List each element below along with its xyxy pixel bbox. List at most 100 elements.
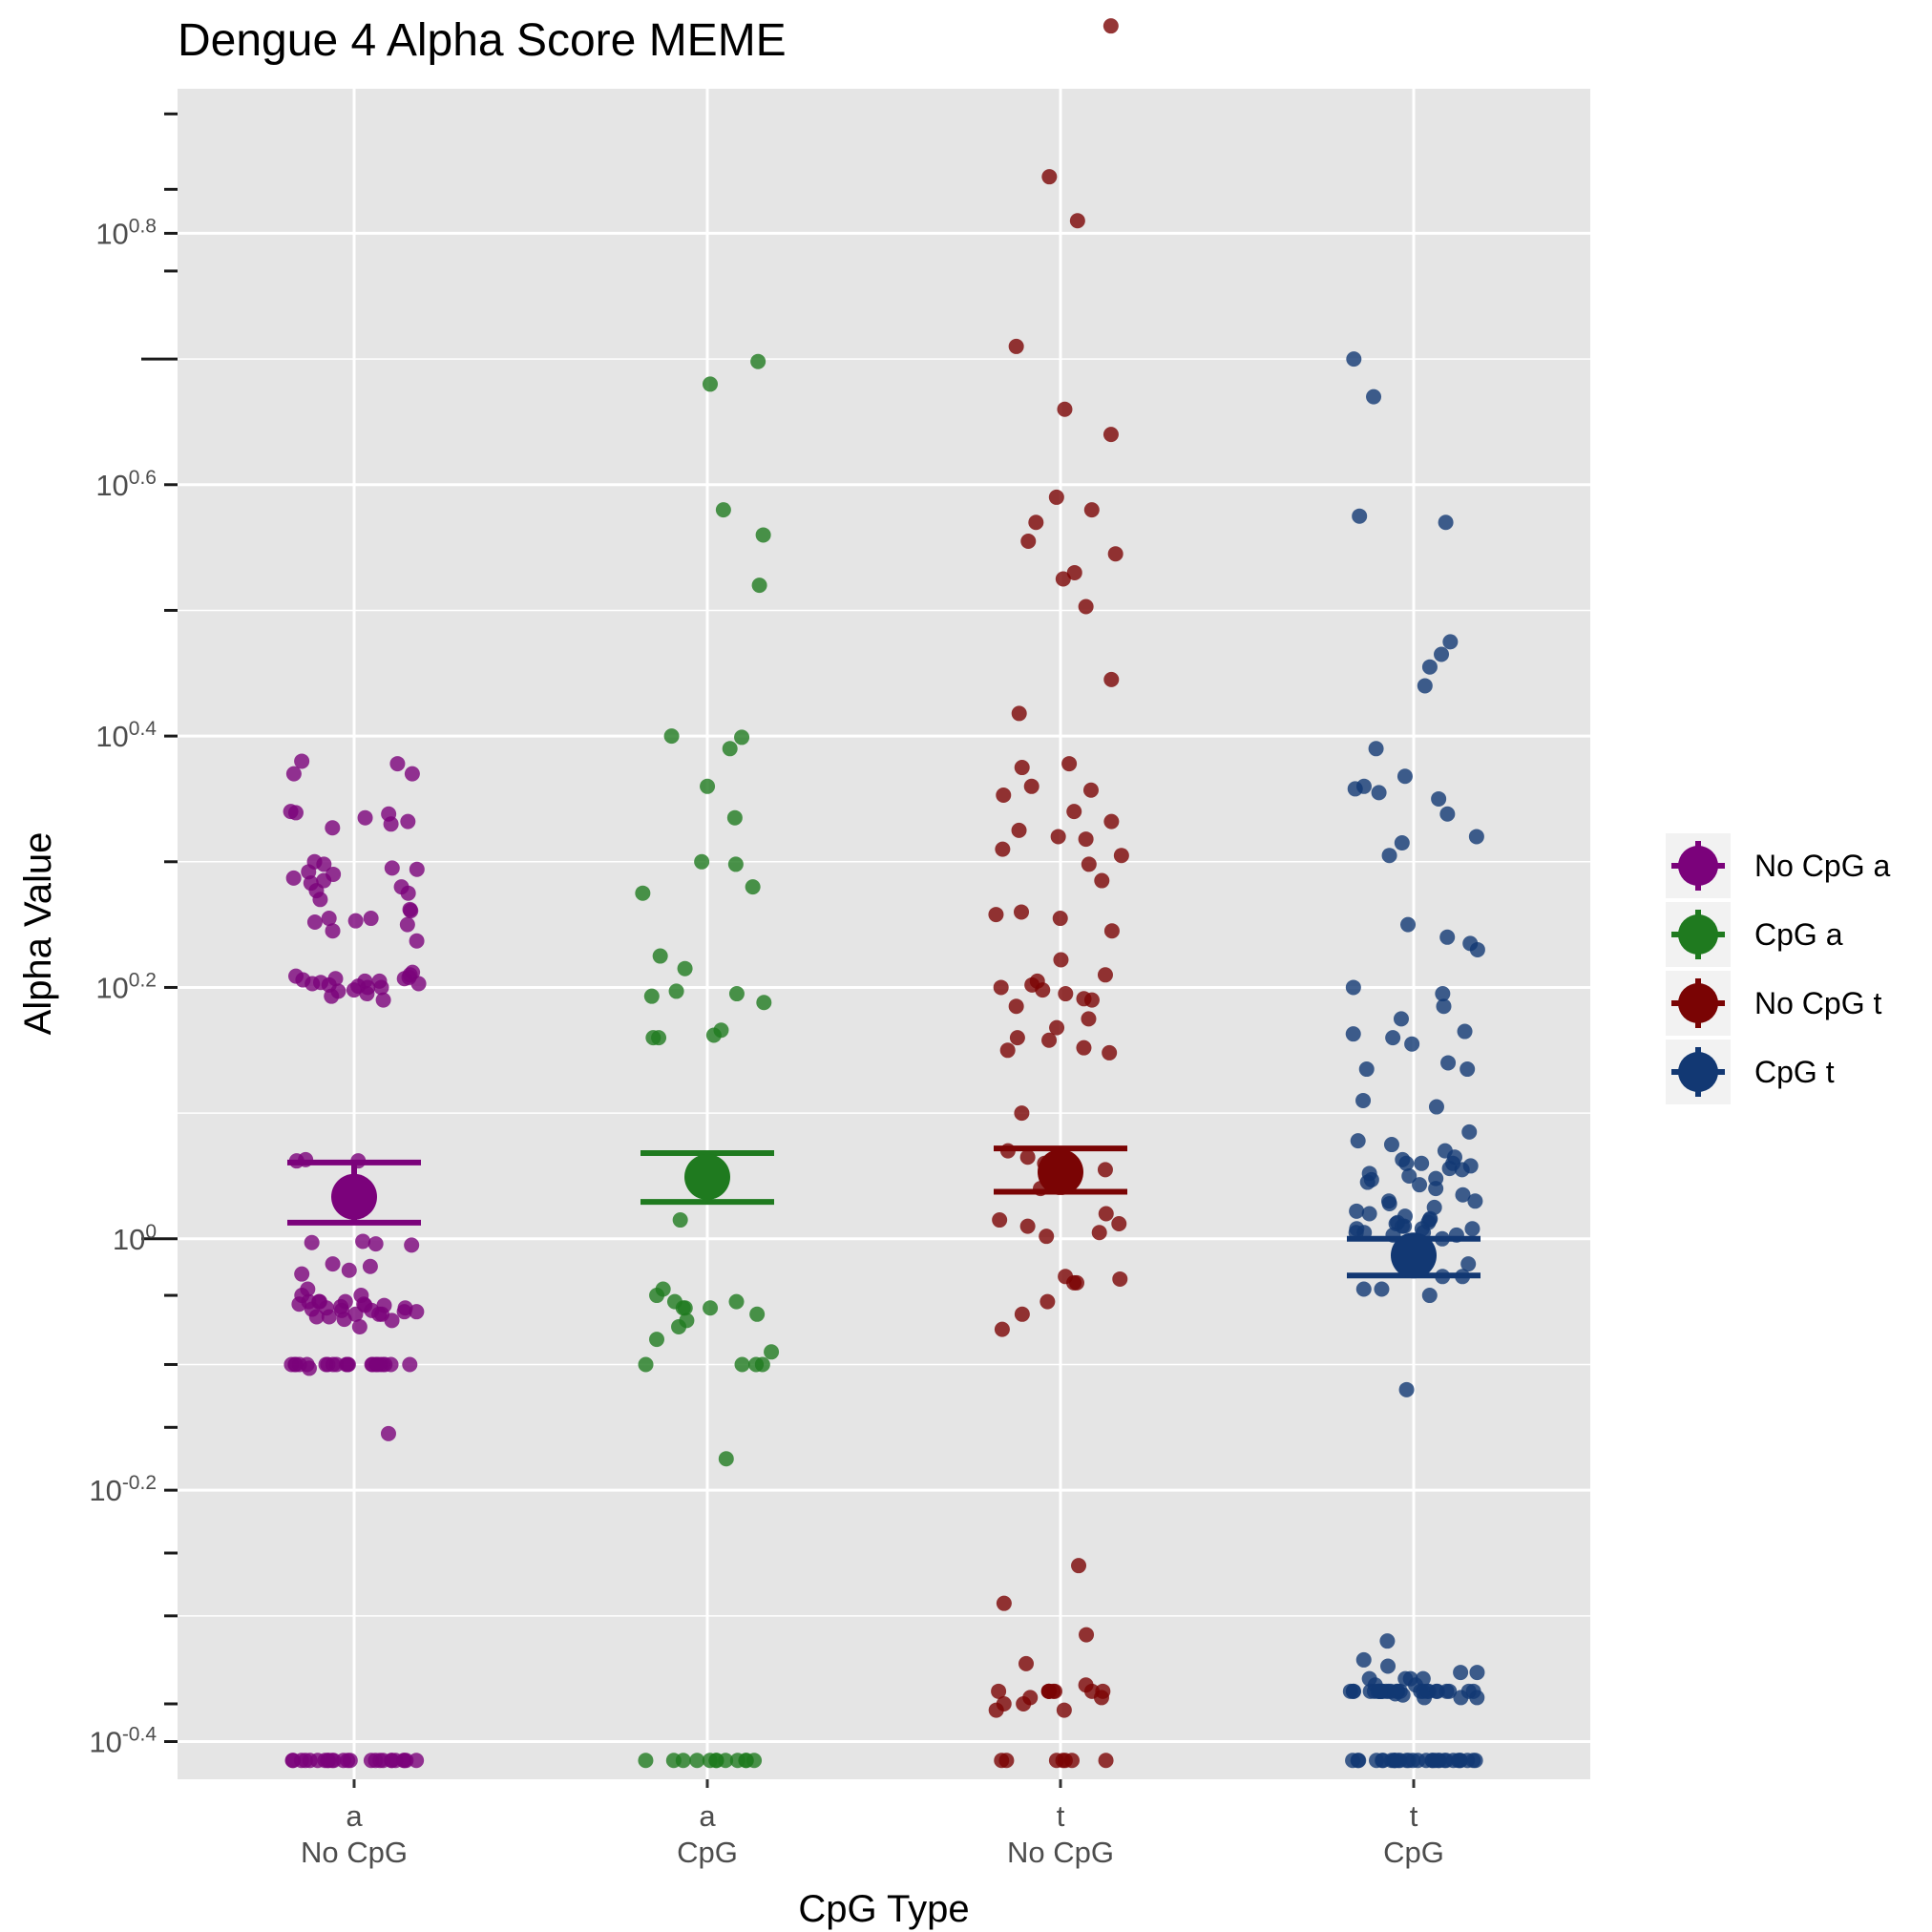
data-point [1421, 1288, 1438, 1304]
y-tick-label: 100.8 [95, 215, 157, 250]
data-point [400, 813, 416, 830]
data-point [738, 1753, 754, 1769]
data-point [1441, 1683, 1458, 1699]
data-point [325, 1256, 341, 1272]
x-tick-sublabel: CpG [677, 1836, 738, 1869]
data-point [756, 995, 772, 1011]
data-point [346, 982, 362, 998]
data-point [1383, 1137, 1399, 1153]
data-point [1366, 388, 1382, 405]
legend-label: CpG t [1754, 1055, 1835, 1089]
data-point [1019, 1149, 1036, 1166]
y-axis-title: Alpha Value [17, 832, 59, 1036]
data-point [652, 948, 668, 964]
data-point [715, 502, 731, 518]
data-point [672, 1212, 688, 1228]
data-point [362, 1258, 378, 1274]
data-point [1417, 1690, 1433, 1706]
data-point [1083, 502, 1100, 518]
legend-key-point [1678, 846, 1718, 886]
data-point [1358, 1061, 1375, 1078]
data-point [409, 933, 425, 949]
data-point [389, 756, 406, 772]
mean-point [1391, 1232, 1437, 1279]
data-point [1011, 705, 1027, 722]
data-point [1098, 1206, 1114, 1222]
data-point [287, 805, 304, 821]
data-point [749, 1306, 766, 1322]
data-point [1457, 1023, 1473, 1040]
data-point [1028, 514, 1044, 531]
data-point [1454, 1162, 1470, 1178]
data-point [1071, 1558, 1087, 1574]
data-point [1464, 1221, 1480, 1237]
data-point [1460, 1061, 1476, 1078]
data-point [1035, 982, 1051, 998]
data-point [718, 1753, 734, 1769]
data-point [1436, 998, 1452, 1015]
data-point [1097, 967, 1113, 983]
data-point [368, 1236, 384, 1252]
data-point [649, 1288, 665, 1304]
data-point [375, 992, 391, 1008]
data-point [1452, 1753, 1468, 1769]
data-point [1428, 1181, 1444, 1197]
data-point [1455, 1186, 1471, 1203]
data-point [371, 1306, 388, 1322]
data-point [677, 1300, 693, 1316]
plot-panel [178, 89, 1590, 1779]
data-point [325, 820, 341, 836]
data-point [1345, 1026, 1361, 1042]
grid [178, 89, 1590, 1779]
x-tick-label: t [1057, 1799, 1065, 1833]
data-point [1008, 338, 1024, 354]
data-point [1076, 1040, 1092, 1056]
data-point [1345, 1753, 1361, 1769]
data-point [694, 853, 710, 870]
data-point [336, 1312, 352, 1328]
data-point [357, 809, 373, 826]
data-point [1368, 741, 1384, 757]
mean-markers [287, 1145, 1480, 1279]
data-point [1355, 1651, 1372, 1668]
data-point [321, 911, 337, 927]
x-tick-label: a [699, 1799, 716, 1833]
data-point [1069, 213, 1085, 229]
data-point [651, 1030, 667, 1046]
data-point [1345, 1683, 1361, 1699]
data-point [677, 960, 693, 976]
data-point [402, 1356, 418, 1373]
data-point [727, 856, 744, 872]
data-point [1355, 1092, 1372, 1108]
data-point [1020, 534, 1037, 550]
data-point [403, 903, 419, 919]
data-point [1453, 1665, 1469, 1681]
data-point [1376, 1753, 1392, 1769]
data-point [1453, 1690, 1469, 1706]
data-point [726, 809, 743, 826]
data-point [388, 1753, 404, 1769]
data-point [1347, 781, 1363, 797]
data-point [1009, 1030, 1025, 1046]
data-point [1081, 1011, 1097, 1027]
data-point [1467, 1193, 1483, 1209]
data-point [988, 1702, 1004, 1718]
data-point [1083, 992, 1100, 1008]
data-point [1068, 1274, 1084, 1291]
y-tick-label: 100 [113, 1221, 157, 1256]
data-point [734, 1356, 750, 1373]
data-point [355, 1233, 371, 1250]
data-point [745, 879, 761, 895]
data-point [728, 1293, 745, 1310]
data-point [1014, 904, 1030, 920]
data-point [1041, 169, 1058, 185]
data-point [1112, 1270, 1128, 1287]
data-point [1359, 1174, 1376, 1190]
y-tick-label: 100.4 [95, 718, 157, 753]
data-point [675, 1753, 691, 1769]
data-point [1350, 1133, 1366, 1149]
data-point [722, 741, 738, 757]
legend-key-point [1678, 1052, 1718, 1092]
data-point [304, 976, 321, 992]
